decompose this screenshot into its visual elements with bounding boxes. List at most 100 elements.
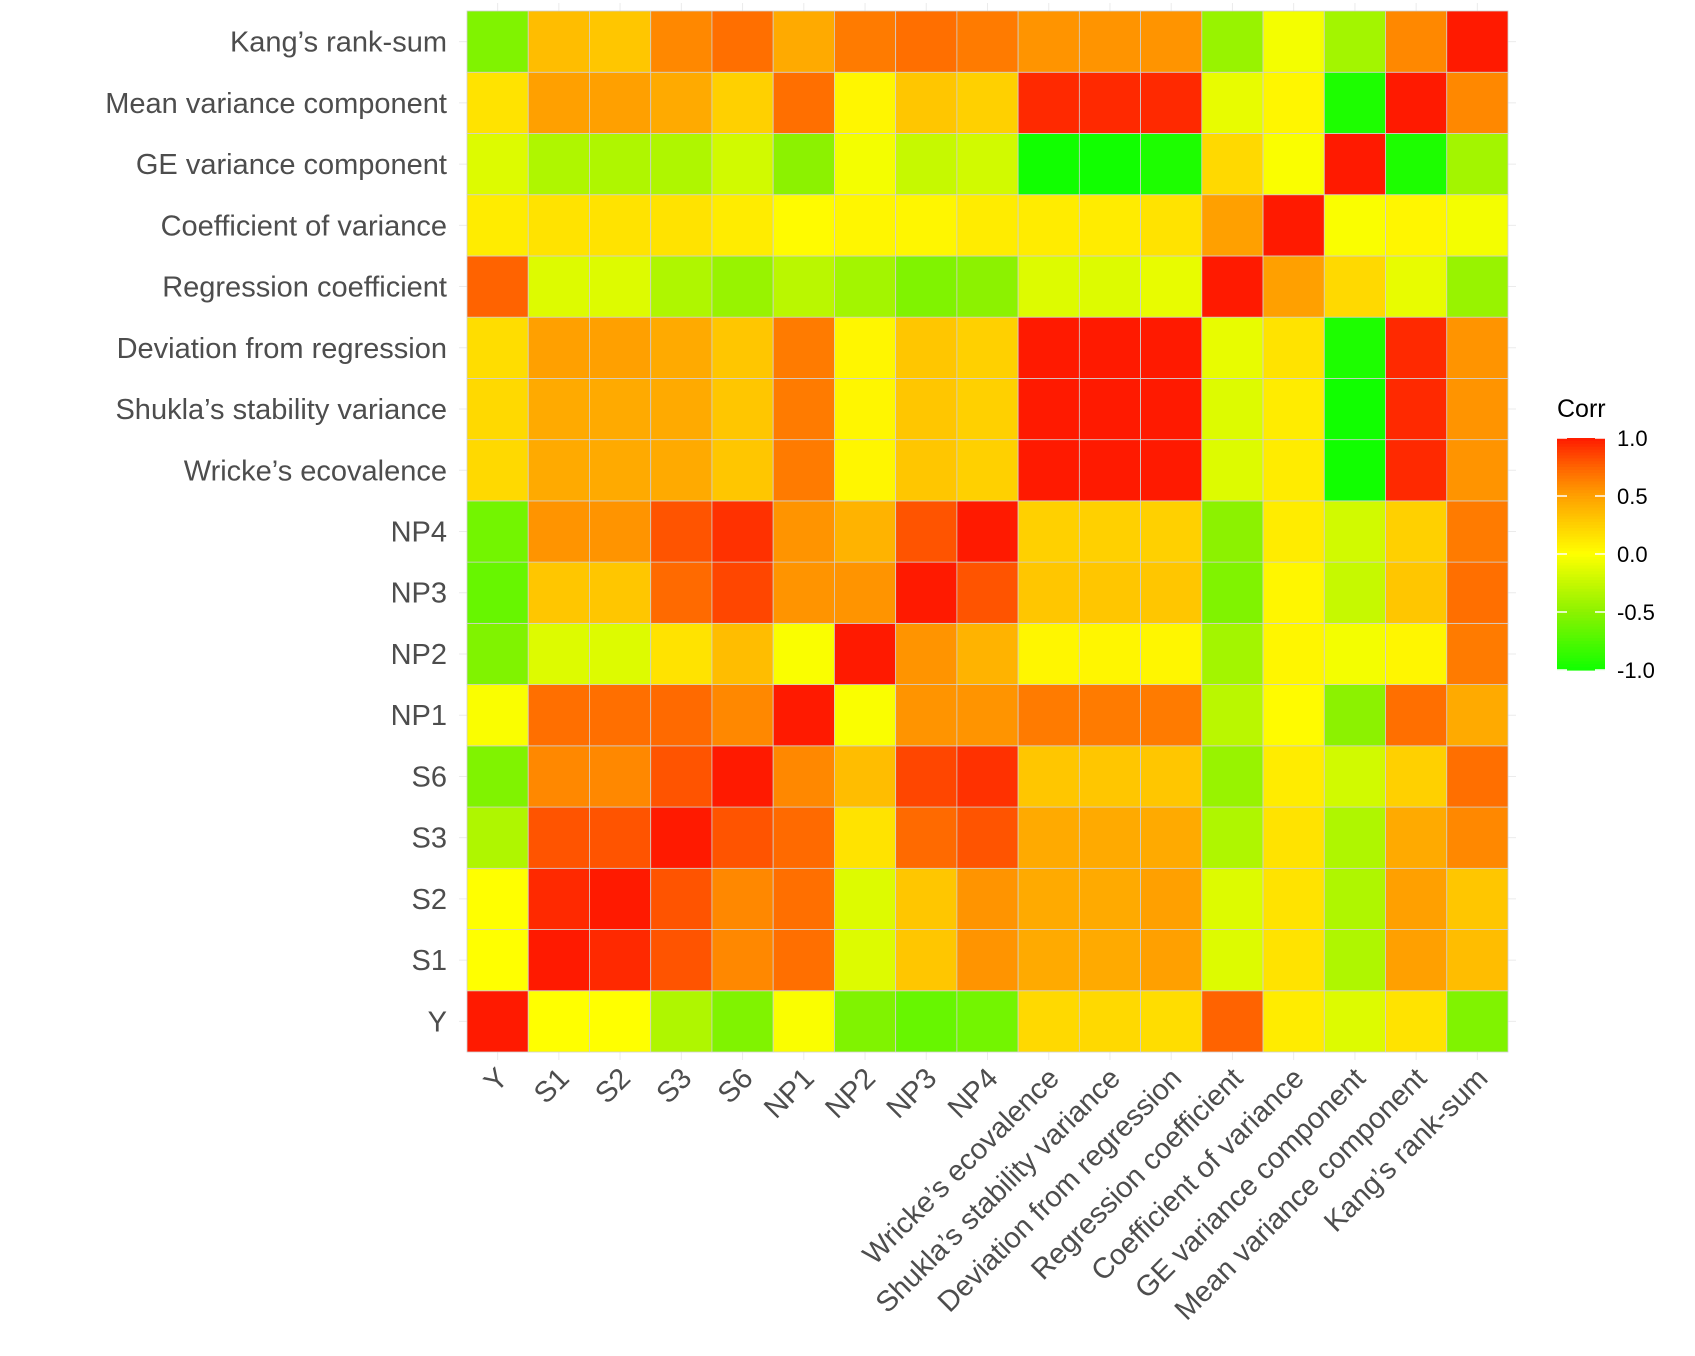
heatmap-cell [1140, 684, 1203, 747]
heatmap-cell [527, 378, 590, 441]
heatmap-cell [895, 929, 958, 992]
colorbar-segment [1557, 609, 1605, 613]
heatmap-cell [711, 10, 774, 73]
heatmap-cell [527, 255, 590, 318]
heatmap-cell [895, 867, 958, 930]
colorbar-segment [1557, 461, 1605, 465]
colorbar-segment [1557, 490, 1605, 494]
legend-tick-label: -1.0 [1617, 658, 1655, 683]
colorbar-segment [1557, 542, 1605, 546]
colorbar-segment [1557, 614, 1605, 619]
heatmap-cell [650, 684, 713, 747]
heatmap-cell [1078, 500, 1141, 563]
heatmap-cell [1323, 378, 1386, 441]
heatmap-cell [1017, 71, 1080, 134]
heatmap-cell [834, 622, 897, 685]
heatmap-cell [1201, 71, 1264, 134]
heatmap-cell [1385, 439, 1448, 502]
heatmap-cell [1262, 316, 1325, 379]
heatmap-cell [711, 806, 774, 869]
colorbar-segment [1557, 467, 1605, 471]
colorbar-segment [1557, 504, 1605, 509]
heatmap-cell [1385, 561, 1448, 624]
heatmap-cell [1385, 806, 1448, 869]
heatmap-cell [1385, 194, 1448, 257]
heatmap-cell [1446, 867, 1509, 930]
heatmap-cell [711, 745, 774, 808]
colorbar-segment [1557, 591, 1605, 596]
heatmap-cell [956, 316, 1019, 379]
heatmap-cell [1201, 194, 1264, 257]
heatmap-cell [527, 500, 590, 563]
y-tick-label: Regression coefficient [162, 272, 447, 304]
heatmap-cell [589, 316, 652, 379]
colorbar-segment [1557, 565, 1605, 570]
heatmap-cell [956, 806, 1019, 869]
heatmap-cell [895, 500, 958, 563]
heatmap-cell [895, 378, 958, 441]
heatmap-cell [1446, 806, 1509, 869]
heatmap-cell [1385, 867, 1448, 930]
heatmap-cell [772, 561, 835, 624]
heatmap-cell [1017, 745, 1080, 808]
heatmap-cell [466, 194, 529, 257]
heatmap-cell [650, 194, 713, 257]
colorbar-segment [1557, 472, 1605, 477]
heatmap-cell [1140, 867, 1203, 930]
heatmap-cell [1323, 500, 1386, 563]
colorbar-segment [1557, 551, 1605, 555]
heatmap-cell [1323, 561, 1386, 624]
heatmap-cell [1201, 929, 1264, 992]
heatmap-cell [650, 133, 713, 196]
heatmap-cell [1323, 929, 1386, 992]
heatmap-cell [1078, 684, 1141, 747]
heatmap-cell [1017, 867, 1080, 930]
heatmap-cell [895, 194, 958, 257]
heatmap-cell [1201, 133, 1264, 196]
heatmap-cell [895, 10, 958, 73]
heatmap-cell [1262, 745, 1325, 808]
heatmap-cell [466, 10, 529, 73]
heatmap-cell [1385, 622, 1448, 685]
colorbar-segment [1557, 478, 1605, 483]
heatmap-cell [1140, 745, 1203, 808]
heatmap-cell [1323, 71, 1386, 134]
heatmap-cell [650, 806, 713, 869]
heatmap-cell [527, 439, 590, 502]
heatmap-cell [834, 378, 897, 441]
y-tick-label: NP4 [391, 517, 447, 549]
heatmap-cell [1446, 439, 1509, 502]
heatmap-cell [772, 990, 835, 1053]
heatmap-cell [772, 684, 835, 747]
x-tick-label: Y [478, 1062, 514, 1098]
heatmap-cell [650, 71, 713, 134]
colorbar-segment [1557, 574, 1605, 578]
heatmap-cell [834, 745, 897, 808]
heatmap-cell [1446, 133, 1509, 196]
heatmap-cell [772, 622, 835, 685]
heatmap-cell [834, 684, 897, 747]
heatmap-cell [1017, 561, 1080, 624]
heatmap-cell [1017, 684, 1080, 747]
heatmap-cell [956, 133, 1019, 196]
heatmap-cell [1446, 194, 1509, 257]
colorbar-segment [1557, 556, 1605, 561]
colorbar-segment [1557, 655, 1605, 659]
heatmap-cell [527, 194, 590, 257]
heatmap-cell [589, 378, 652, 441]
heatmap-cell [589, 929, 652, 992]
heatmap-cell [589, 867, 652, 930]
heatmap-cell [1262, 439, 1325, 502]
heatmap-cell [1017, 439, 1080, 502]
heatmap-cell [1385, 316, 1448, 379]
heatmap-cell [1385, 255, 1448, 318]
heatmap-cell [1017, 378, 1080, 441]
heatmap-cell [895, 71, 958, 134]
legend-title: Corr [1557, 395, 1606, 423]
heatmap-cell [1446, 745, 1509, 808]
heatmap-cell [466, 255, 529, 318]
heatmap-cell [466, 500, 529, 563]
heatmap-cell [1140, 194, 1203, 257]
heatmap-cell [527, 684, 590, 747]
heatmap-cell [650, 255, 713, 318]
